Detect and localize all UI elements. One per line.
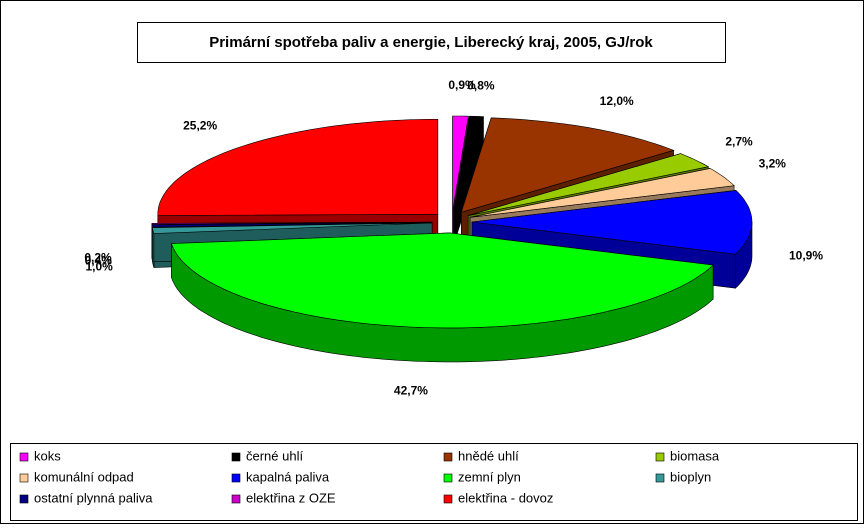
- legend-swatch: [444, 474, 452, 482]
- legend-label: bioplyn: [670, 469, 711, 484]
- legend-label: biomasa: [670, 448, 720, 463]
- legend-swatch: [444, 453, 452, 461]
- legend-swatch: [20, 474, 28, 482]
- data-label: 25,2%: [183, 119, 217, 133]
- legend-box: [11, 444, 858, 521]
- legend-swatch: [232, 453, 240, 461]
- legend-swatch: [20, 453, 28, 461]
- legend-swatch: [232, 495, 240, 503]
- legend-swatch: [656, 453, 664, 461]
- legend-label: elektřina - dovoz: [458, 490, 553, 505]
- data-label: 2,7%: [725, 135, 753, 149]
- data-label: 3,2%: [759, 156, 787, 170]
- legend-label: hnědé uhlí: [458, 448, 519, 463]
- legend-label: elektřina z OZE: [246, 490, 336, 505]
- legend-label: černé uhlí: [246, 448, 303, 463]
- legend-label: kapalná paliva: [246, 469, 330, 484]
- data-label: 42,7%: [394, 383, 428, 397]
- legend-label: koks: [34, 448, 61, 463]
- data-label: 12,0%: [600, 94, 634, 108]
- legend-label: komunální odpad: [34, 469, 134, 484]
- data-label: 0,8%: [467, 79, 495, 93]
- data-label: 10,9%: [789, 249, 823, 263]
- legend-swatch: [20, 495, 28, 503]
- data-label: 0,2%: [84, 251, 112, 265]
- legend-swatch: [232, 474, 240, 482]
- legend-label: ostatní plynná paliva: [34, 490, 153, 505]
- legend-label: zemní plyn: [458, 469, 521, 484]
- legend-swatch: [444, 495, 452, 503]
- chart-title: Primární spotřeba paliv a energie, Liber…: [209, 34, 653, 51]
- legend-swatch: [656, 474, 664, 482]
